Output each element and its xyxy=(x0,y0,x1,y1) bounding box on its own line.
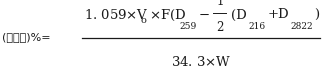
Text: o: o xyxy=(140,16,146,25)
Text: (D: (D xyxy=(231,8,246,22)
Text: 259: 259 xyxy=(180,22,197,31)
Text: 2: 2 xyxy=(216,21,223,34)
Text: 216: 216 xyxy=(249,22,266,31)
Text: ): ) xyxy=(315,8,320,22)
Text: 1. 059$\times$V: 1. 059$\times$V xyxy=(84,8,148,22)
Text: 2822: 2822 xyxy=(290,22,313,31)
Text: 1: 1 xyxy=(216,0,223,8)
Text: (尼古丁)%=: (尼古丁)%= xyxy=(2,32,50,43)
Text: $\times$F(D: $\times$F(D xyxy=(149,7,186,23)
Text: −: − xyxy=(198,8,210,22)
Text: 34. 3$\times$W: 34. 3$\times$W xyxy=(171,55,232,68)
Text: +D: +D xyxy=(267,8,289,22)
